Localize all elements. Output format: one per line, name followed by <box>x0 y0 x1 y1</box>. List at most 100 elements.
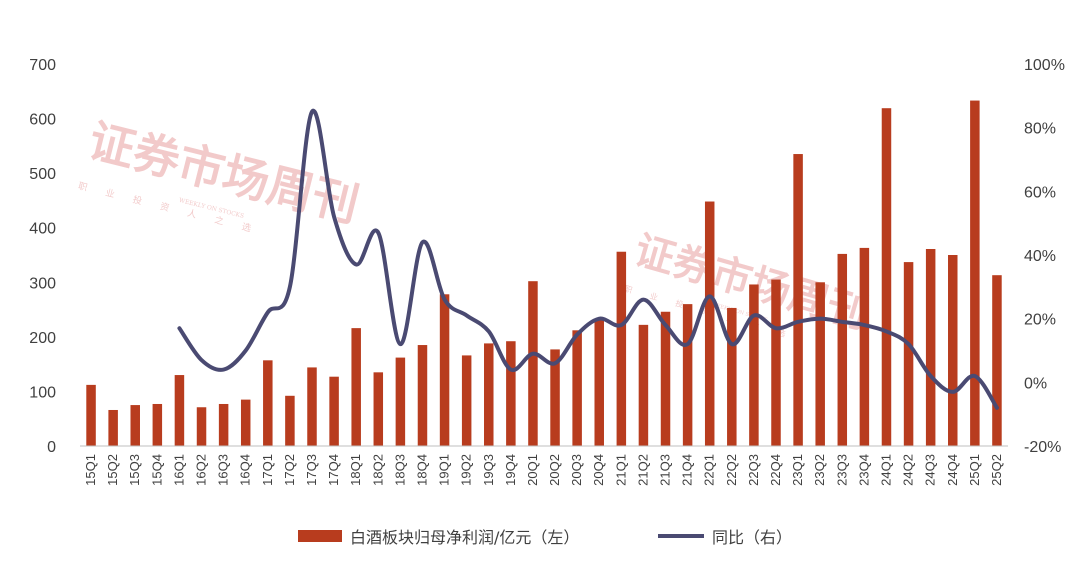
bar-24Q2 <box>903 262 914 446</box>
y-right-tick-label: 100% <box>1024 57 1065 74</box>
x-tick-label: 21Q1 <box>613 454 628 486</box>
x-tick-label: 20Q2 <box>547 454 562 486</box>
y-right-tick-label: 20% <box>1024 312 1056 329</box>
bar-24Q1 <box>881 108 892 447</box>
x-tick-label: 22Q3 <box>746 454 761 486</box>
x-tick-label: 18Q1 <box>348 454 363 486</box>
bar-17Q1 <box>263 360 273 446</box>
bar-15Q3 <box>130 405 140 446</box>
y-right-tick-label: -20% <box>1024 439 1061 456</box>
bar-series <box>86 100 1002 447</box>
y-right-tick-label: 60% <box>1024 184 1056 201</box>
y-left-tick-label: 500 <box>29 166 56 183</box>
bar-25Q1 <box>970 100 980 446</box>
legend: 白酒板块归母净利润/亿元（左） 同比（右） <box>298 528 792 547</box>
bar-23Q1 <box>793 154 803 447</box>
bar-20Q2 <box>550 349 560 446</box>
x-tick-label: 16Q4 <box>238 454 253 486</box>
x-tick-label: 22Q1 <box>702 454 717 486</box>
x-tick-labels: 15Q1 15Q2 15Q3 15Q4 16Q1 16Q2 16Q3 16Q4 17Q1 17Q2… <box>83 454 1004 486</box>
y-left-tick-label: 300 <box>29 275 56 292</box>
x-tick-label: 17Q2 <box>282 454 297 486</box>
x-tick-label: 22Q2 <box>724 454 739 486</box>
bar-16Q4 <box>240 399 251 446</box>
y-left-tick-label: 400 <box>29 221 56 238</box>
bar-19Q3 <box>484 343 494 446</box>
x-tick-label: 23Q3 <box>834 454 849 486</box>
x-tick-label: 20Q1 <box>525 454 540 486</box>
x-tick-label: 25Q1 <box>967 454 982 486</box>
y-left-tick-label: 0 <box>47 439 56 456</box>
x-tick-label: 15Q3 <box>127 454 142 486</box>
x-tick-label: 22Q4 <box>768 454 783 486</box>
bar-17Q3 <box>307 367 317 446</box>
bar-21Q1 <box>616 251 627 446</box>
bar-17Q2 <box>285 395 295 446</box>
bar-23Q2 <box>815 282 825 446</box>
x-tick-label: 20Q4 <box>591 454 606 486</box>
bar-25Q2 <box>992 275 1002 446</box>
x-tick-label: 18Q3 <box>392 454 407 486</box>
y-right-tick-label: 40% <box>1024 248 1056 265</box>
x-tick-label: 19Q3 <box>481 454 496 486</box>
x-tick-label: 20Q3 <box>569 454 584 486</box>
x-tick-label: 23Q1 <box>790 454 805 486</box>
y-right-tick-label: 0% <box>1024 375 1047 392</box>
x-tick-label: 24Q2 <box>901 454 916 486</box>
bar-16Q2 <box>196 407 207 446</box>
bar-21Q2 <box>638 324 649 446</box>
x-tick-label: 19Q1 <box>437 454 452 486</box>
bar-15Q2 <box>108 409 118 446</box>
x-tick-label: 23Q2 <box>812 454 827 486</box>
bar-24Q3 <box>925 248 936 446</box>
x-tick-label: 15Q4 <box>149 454 164 486</box>
bar-18Q4 <box>417 345 428 446</box>
x-tick-label: 24Q3 <box>923 454 938 486</box>
bar-23Q4 <box>859 247 870 446</box>
y-axis-right: -20% 0% 20% 40% 60% 80% 100% <box>1024 57 1065 456</box>
x-tick-label: 24Q1 <box>878 454 893 486</box>
bar-17Q4 <box>329 376 339 446</box>
bar-23Q3 <box>837 253 848 446</box>
bar-15Q1 <box>86 384 96 446</box>
bar-21Q4 <box>682 304 693 446</box>
x-tick-label: 18Q4 <box>414 454 429 486</box>
x-tick-label: 17Q4 <box>326 454 341 486</box>
x-tick-label: 19Q2 <box>459 454 474 486</box>
bar-22Q4 <box>771 279 781 446</box>
legend-label-line: 同比（右） <box>712 528 792 547</box>
y-left-tick-label: 700 <box>29 57 56 74</box>
x-tick-label: 17Q3 <box>304 454 319 486</box>
bar-20Q3 <box>572 330 582 446</box>
bar-20Q1 <box>528 281 538 446</box>
x-tick-label: 17Q1 <box>260 454 275 486</box>
y-left-tick-label: 200 <box>29 330 56 347</box>
bar-18Q1 <box>351 328 361 446</box>
x-tick-label: 23Q4 <box>856 454 871 486</box>
x-tick-label: 21Q3 <box>658 454 673 486</box>
legend-label-bar: 白酒板块归母净利润/亿元（左） <box>350 528 579 547</box>
y-left-tick-label: 600 <box>29 112 56 129</box>
bar-20Q4 <box>594 319 604 446</box>
bar-16Q3 <box>218 403 229 446</box>
bar-19Q2 <box>461 355 472 446</box>
legend-swatch-bar <box>298 530 342 542</box>
x-tick-label: 21Q4 <box>680 454 695 486</box>
x-tick-label: 18Q2 <box>370 454 385 486</box>
x-tick-label: 25Q2 <box>989 454 1004 486</box>
line-series-yoy <box>177 108 999 410</box>
bar-18Q2 <box>373 372 384 446</box>
y-left-tick-label: 100 <box>29 384 56 401</box>
x-tick-label: 16Q1 <box>171 454 186 486</box>
x-tick-label: 21Q2 <box>635 454 650 486</box>
bar-22Q2 <box>727 307 737 446</box>
y-right-tick-label: 80% <box>1024 121 1056 138</box>
x-tick-label: 15Q2 <box>105 454 120 486</box>
x-tick-label: 16Q3 <box>216 454 231 486</box>
bar-22Q1 <box>704 201 715 446</box>
bar-21Q3 <box>660 311 671 446</box>
bar-22Q3 <box>749 284 759 446</box>
bar-19Q4 <box>506 341 516 446</box>
